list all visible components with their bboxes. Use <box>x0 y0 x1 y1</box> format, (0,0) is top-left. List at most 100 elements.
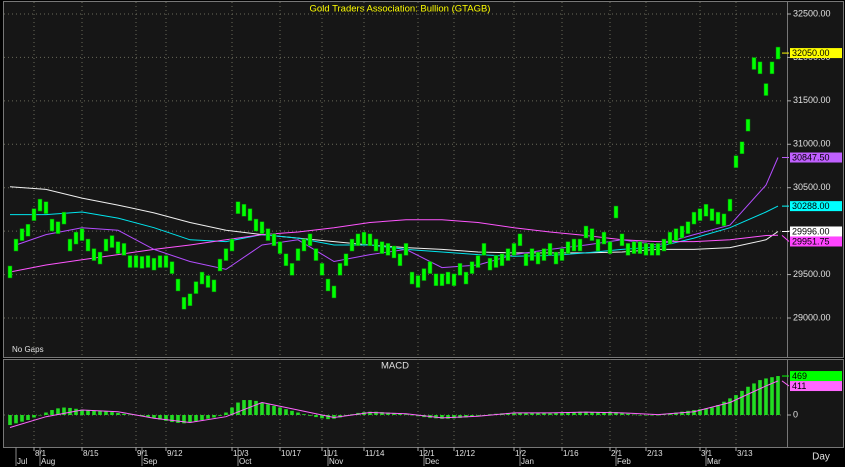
price-bar <box>589 228 595 241</box>
price-bar <box>583 225 589 239</box>
macd-bar <box>206 415 210 419</box>
price-bar <box>457 263 463 276</box>
macd-bar <box>446 415 450 419</box>
macd-bar <box>122 413 126 416</box>
price-bar <box>475 255 481 268</box>
y-tick-label: 29500.00 <box>793 269 831 279</box>
price-bar <box>265 228 271 241</box>
x-tick-label: 3/13 <box>737 449 753 458</box>
macd-bar <box>314 415 318 418</box>
price-bar <box>163 255 169 268</box>
macd-bar <box>602 412 606 416</box>
price-bar <box>145 255 151 268</box>
x-tick-label: 2/13 <box>647 449 663 458</box>
price-bar <box>307 233 313 247</box>
macd-bar <box>644 415 648 416</box>
macd-bar <box>620 412 624 416</box>
macd-bar <box>278 407 282 416</box>
macd-bar <box>110 412 114 416</box>
price-bar <box>505 248 511 261</box>
macd-bar <box>746 386 750 416</box>
macd-bar <box>728 398 732 416</box>
price-bar <box>403 243 409 256</box>
price-bar <box>355 233 361 247</box>
price-bar <box>709 208 715 221</box>
price-bar <box>463 271 469 285</box>
macd-bar <box>386 412 390 416</box>
price-bar <box>103 238 109 252</box>
value-marker-pointer <box>781 380 790 387</box>
macd-bar <box>92 410 96 416</box>
macd-bar <box>56 408 60 416</box>
macd-bar <box>74 408 78 416</box>
macd-bar <box>266 404 270 416</box>
macd-bar <box>572 412 576 416</box>
price-bar <box>343 253 349 267</box>
price-bar <box>655 243 661 256</box>
macd-bar <box>752 383 756 416</box>
macd-bar <box>308 415 312 416</box>
chart-title: Gold Traders Association: Bullion (GTAGB… <box>310 4 491 15</box>
macd-bar <box>368 411 372 416</box>
macd-bar <box>464 415 468 418</box>
macd-bar <box>38 415 42 416</box>
y-tick-label: 30500.00 <box>793 182 831 192</box>
x-tick-label: 12/12 <box>455 449 476 458</box>
month-tick-label: Dec <box>425 457 439 466</box>
price-bar <box>421 268 427 281</box>
price-bar <box>295 248 301 261</box>
macd-bar <box>230 407 234 416</box>
price-bar <box>25 224 31 237</box>
price-bar <box>679 225 685 239</box>
value-marker <box>790 152 842 163</box>
price-bar <box>571 238 577 252</box>
value-marker <box>790 201 842 212</box>
y-tick-label: 32500.00 <box>793 8 831 18</box>
macd-bar <box>440 415 444 419</box>
price-bar <box>49 218 55 232</box>
price-bar <box>61 211 67 225</box>
macd-bar <box>626 413 630 416</box>
price-bar <box>193 281 199 294</box>
x-tick-label: 8/15 <box>83 449 99 458</box>
macd-bar <box>44 412 48 416</box>
x-tick-label: 1/2 <box>515 449 527 458</box>
macd-bar <box>410 415 414 416</box>
price-bar <box>67 238 73 252</box>
macd-panel <box>3 359 788 448</box>
macd-bar <box>470 415 474 417</box>
price-bar <box>559 248 565 261</box>
price-bar <box>43 201 49 214</box>
x-tick-label: 2/1 <box>611 449 623 458</box>
price-bar <box>283 253 289 267</box>
macd-bar <box>452 415 456 419</box>
x-tick-label: 8/1 <box>35 449 47 458</box>
macd-bar <box>434 415 438 419</box>
price-bar <box>37 198 43 212</box>
price-bar <box>373 238 379 252</box>
macd-bar <box>194 415 198 422</box>
price-bar <box>697 208 703 221</box>
month-tick-label: Sep <box>143 457 158 466</box>
price-bar <box>199 271 205 285</box>
price-bar <box>169 261 175 274</box>
macd-bar <box>290 410 294 416</box>
month-tick-label: Mar <box>707 457 721 466</box>
price-bar <box>319 263 325 276</box>
value-marker <box>790 48 842 59</box>
macd-bar <box>512 412 516 416</box>
macd-bar <box>164 415 168 421</box>
price-bar <box>763 83 769 96</box>
price-bar <box>211 279 217 293</box>
price-bar <box>337 263 343 276</box>
macd-bar <box>50 410 54 416</box>
macd-bar <box>596 412 600 416</box>
price-bar <box>649 243 655 256</box>
price-bar <box>565 241 571 254</box>
price-bar <box>499 253 505 267</box>
macd-bar <box>98 410 102 416</box>
macd-signal-line <box>9 380 779 428</box>
price-bar <box>433 273 439 287</box>
price-bar <box>91 248 97 261</box>
y-tick-label: 29000.00 <box>793 312 831 322</box>
